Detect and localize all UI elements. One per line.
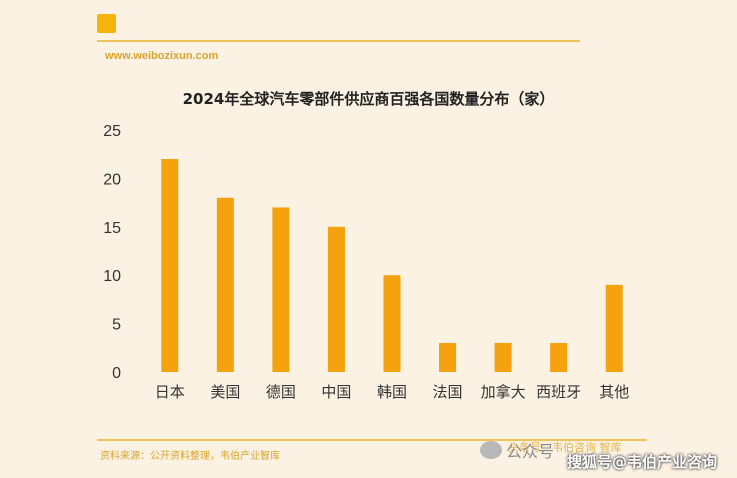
wechat-watermark-text: 公众号: [506, 442, 555, 461]
bar: [327, 226, 345, 372]
brand-logo-square: [97, 14, 116, 33]
category-label: 德国: [266, 383, 296, 401]
category-label: 其他: [599, 383, 629, 401]
category-label: 中国: [321, 383, 351, 401]
header-divider: [97, 40, 580, 42]
wechat-icon: [480, 441, 502, 459]
wechat-watermark: 公众号: [480, 438, 554, 462]
category-labels: 日本 美国 德国 中国 韩国 法国 加拿大 西班牙 其他: [155, 383, 629, 401]
category-label: 美国: [210, 383, 240, 401]
footer-divider: [97, 439, 647, 441]
website-url: www.weibozixun.com: [105, 50, 219, 62]
source-note: 资料来源：公开资料整理，韦伯产业智库: [100, 451, 280, 462]
category-label: 法国: [433, 383, 463, 401]
footer-right-text: 头条号：韦伯咨询 智库: [508, 441, 622, 454]
y-tick-label: 10: [103, 268, 121, 285]
bars: [161, 159, 623, 372]
sohu-watermark: 搜狐号@韦伯产业咨询: [567, 453, 718, 471]
bar: [272, 207, 290, 372]
bar: [494, 342, 512, 372]
y-tick-label: 25: [103, 123, 121, 140]
category-label: 韩国: [377, 383, 407, 401]
y-tick-label: 15: [103, 220, 121, 237]
bar: [550, 342, 568, 372]
category-label: 加拿大: [481, 383, 526, 401]
y-tick-label: 0: [112, 365, 121, 382]
category-label: 日本: [155, 383, 185, 401]
category-label: 西班牙: [536, 383, 581, 401]
y-axis-ticks: 0 5 10 15 20 25: [103, 123, 121, 382]
y-tick-label: 20: [103, 171, 121, 188]
bar: [605, 284, 623, 372]
bar: [216, 197, 234, 372]
y-tick-label: 5: [112, 317, 121, 334]
bar: [439, 342, 457, 372]
bar: [161, 159, 179, 372]
chart-title: 2024年全球汽车零部件供应商百强各国数量分布（家）: [182, 90, 555, 108]
bar: [383, 275, 401, 372]
